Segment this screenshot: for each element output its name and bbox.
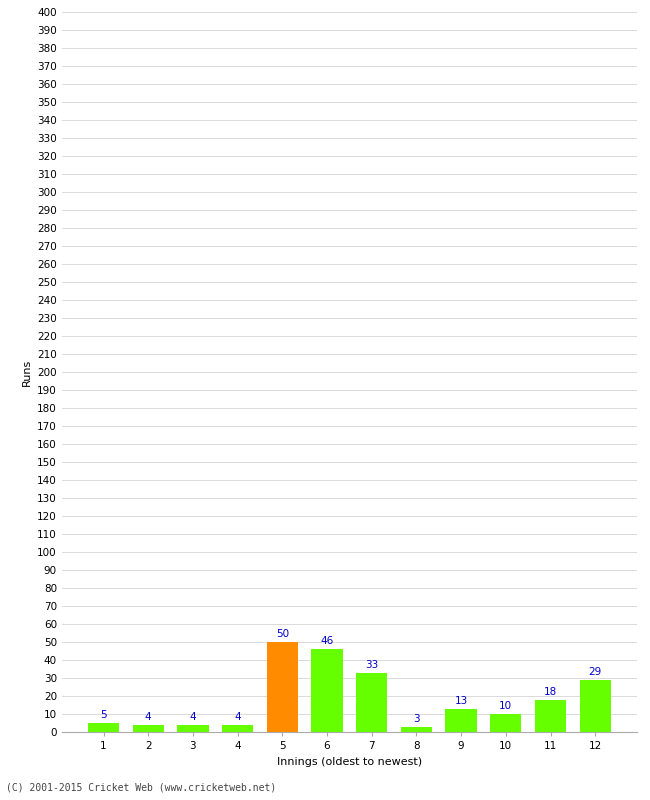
Text: 29: 29 — [589, 667, 602, 677]
Text: (C) 2001-2015 Cricket Web (www.cricketweb.net): (C) 2001-2015 Cricket Web (www.cricketwe… — [6, 782, 277, 792]
Bar — [133, 725, 164, 732]
Bar — [222, 725, 254, 732]
Text: 5: 5 — [100, 710, 107, 720]
Text: 13: 13 — [454, 696, 468, 706]
Text: 4: 4 — [234, 712, 241, 722]
Bar — [311, 650, 343, 732]
Bar — [490, 714, 521, 732]
Text: 46: 46 — [320, 637, 333, 646]
Y-axis label: Runs: Runs — [21, 358, 32, 386]
Bar — [535, 699, 566, 732]
Bar — [88, 723, 119, 732]
X-axis label: Innings (oldest to newest): Innings (oldest to newest) — [277, 757, 422, 766]
Bar — [356, 673, 387, 732]
Text: 33: 33 — [365, 660, 378, 670]
Bar — [177, 725, 209, 732]
Bar — [445, 709, 476, 732]
Bar — [580, 680, 611, 732]
Text: 4: 4 — [190, 712, 196, 722]
Text: 3: 3 — [413, 714, 420, 724]
Bar — [401, 726, 432, 732]
Text: 50: 50 — [276, 630, 289, 639]
Text: 4: 4 — [145, 712, 151, 722]
Text: 10: 10 — [499, 702, 512, 711]
Text: 18: 18 — [544, 687, 557, 697]
Bar — [266, 642, 298, 732]
